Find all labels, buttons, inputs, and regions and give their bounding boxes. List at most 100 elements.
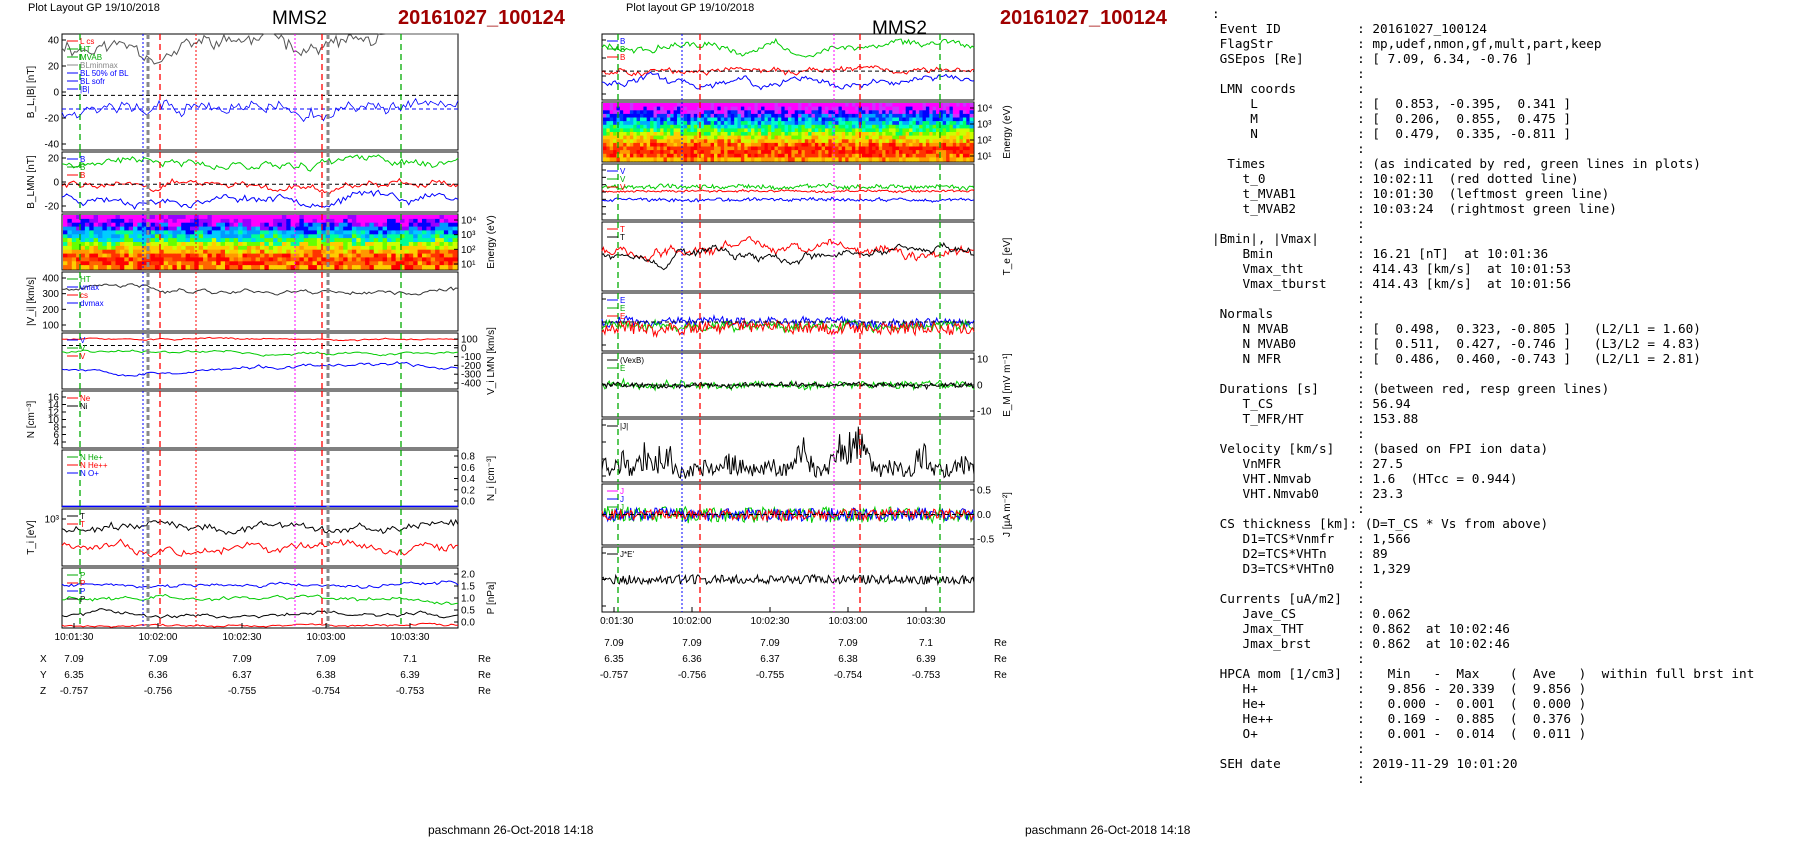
spectrogram-cell bbox=[919, 121, 924, 126]
spectrogram-cell bbox=[98, 265, 103, 270]
spectrogram-cell bbox=[316, 245, 322, 251]
spectrogram-cell bbox=[757, 128, 762, 133]
spectrogram-cell bbox=[159, 242, 165, 247]
spectrogram-cell bbox=[804, 142, 809, 148]
spectrogram-cell bbox=[962, 103, 967, 108]
spectrogram-cell bbox=[260, 215, 265, 220]
spectrogram-cell bbox=[613, 128, 618, 133]
spectrogram-cell bbox=[106, 265, 112, 270]
spectrogram-cell bbox=[666, 117, 671, 122]
spectrogram-cell bbox=[150, 265, 156, 270]
spectrogram-cell bbox=[784, 103, 789, 108]
spectrogram-cell bbox=[137, 238, 143, 243]
summary-line: Vmax_tburst : 414.43 [km/s] at 10:01:56 bbox=[1212, 276, 1572, 291]
x-tick-label: 10:01:30 bbox=[55, 632, 94, 643]
spectrogram-cell bbox=[395, 257, 401, 262]
spectrogram-cell bbox=[734, 117, 739, 122]
spectrogram-cell bbox=[744, 103, 749, 108]
spectrogram-cell bbox=[646, 106, 651, 111]
spectrogram-cell bbox=[76, 261, 82, 266]
spectrogram-cell bbox=[242, 245, 248, 251]
spectrogram-cell bbox=[185, 222, 191, 228]
spectrogram-cell bbox=[939, 153, 944, 158]
spectrogram-cell bbox=[395, 265, 401, 270]
spectrogram-cell bbox=[882, 146, 887, 151]
spectrogram-cell bbox=[238, 222, 244, 228]
spectrogram-cell bbox=[351, 234, 357, 239]
legend-entry: MVAB bbox=[80, 53, 102, 62]
spectrogram-cell bbox=[115, 218, 121, 224]
spectrogram-cell bbox=[656, 139, 661, 144]
spectrogram-cell bbox=[190, 222, 195, 228]
spectrogram-cell bbox=[767, 146, 772, 151]
spectrogram-cell bbox=[922, 121, 927, 126]
spectrogram-cell bbox=[730, 132, 735, 137]
spectrogram-cell bbox=[150, 215, 156, 220]
spectrogram-cell bbox=[603, 135, 607, 140]
spectrogram-cell bbox=[448, 230, 454, 235]
spectrogram-cell bbox=[828, 113, 833, 119]
spectrogram-cell bbox=[137, 249, 143, 255]
vel-line bbox=[601, 196, 975, 203]
spectrogram-cell bbox=[246, 238, 252, 243]
spectrogram-cell bbox=[194, 218, 200, 224]
spectrogram-cell bbox=[80, 249, 86, 255]
spectrogram-cell bbox=[660, 103, 665, 108]
spectrogram-cell bbox=[693, 128, 698, 133]
spectrogram-cell bbox=[211, 242, 217, 247]
spectrogram-cell bbox=[932, 103, 937, 108]
spectrogram-cell bbox=[777, 128, 782, 133]
spectrogram-cell bbox=[404, 249, 410, 255]
spectrogram-cell bbox=[606, 153, 611, 158]
legend-entry: P bbox=[80, 579, 85, 588]
spectrogram-cell bbox=[801, 153, 806, 158]
spectrogram-cell bbox=[724, 153, 729, 158]
spectrogram-cell bbox=[273, 238, 279, 243]
spectrogram-cell bbox=[351, 253, 357, 259]
spectrogram-cell bbox=[203, 230, 209, 235]
y-axis-label: J [µA m⁻²] bbox=[1002, 492, 1013, 537]
spectrogram-cell bbox=[255, 215, 261, 220]
spectrogram-cell bbox=[781, 113, 786, 119]
spectrogram-cell bbox=[619, 142, 624, 148]
legend-entry: B bbox=[80, 155, 85, 164]
spectrogram-cell bbox=[365, 253, 371, 259]
spectrogram-cell bbox=[439, 234, 445, 239]
spectrogram-cell bbox=[408, 215, 414, 220]
spectrogram-cell bbox=[670, 110, 675, 115]
spectrogram-cell bbox=[835, 132, 840, 137]
spectrogram-cell bbox=[677, 106, 681, 111]
y-tick-label: 8 bbox=[53, 423, 59, 434]
spectrogram-cell bbox=[128, 253, 134, 259]
spectrogram-cell bbox=[707, 132, 712, 137]
spectrogram-cell bbox=[613, 139, 618, 144]
spectrogram-cell bbox=[650, 110, 655, 115]
ephemeris-value: 7.09 bbox=[232, 654, 252, 665]
spectrogram-cell bbox=[730, 103, 735, 108]
spectrogram-cell bbox=[609, 121, 614, 126]
spectrogram-cell bbox=[700, 139, 705, 144]
spectrogram-cell bbox=[330, 249, 335, 255]
spectrogram-cell bbox=[365, 215, 371, 220]
spectrogram-cell bbox=[150, 230, 156, 235]
spectrogram-cell bbox=[899, 146, 903, 151]
spectrogram-cell bbox=[365, 257, 371, 262]
spectrogram-cell bbox=[619, 146, 624, 151]
spectrogram-cell bbox=[422, 265, 427, 270]
spectrogram-cell bbox=[687, 121, 692, 126]
spectrogram-cell bbox=[912, 146, 917, 151]
ephemeris-value: -0.754 bbox=[312, 686, 341, 697]
spectrogram-cell bbox=[949, 103, 954, 108]
spectrogram-cell bbox=[246, 215, 252, 220]
spectrogram-cell bbox=[93, 218, 99, 224]
spectrogram-cell bbox=[865, 113, 870, 119]
x-tick-label: 10:02:30 bbox=[223, 632, 262, 643]
spectrogram-cell bbox=[343, 234, 349, 239]
spectrogram-cell bbox=[207, 226, 213, 232]
spectrogram-cell bbox=[936, 117, 940, 122]
pb-line bbox=[61, 580, 459, 589]
spectrogram-cell bbox=[286, 245, 292, 251]
spectrogram-cell bbox=[892, 142, 897, 148]
spectrogram-cell bbox=[255, 238, 261, 243]
spectrogram-cell bbox=[413, 245, 419, 251]
